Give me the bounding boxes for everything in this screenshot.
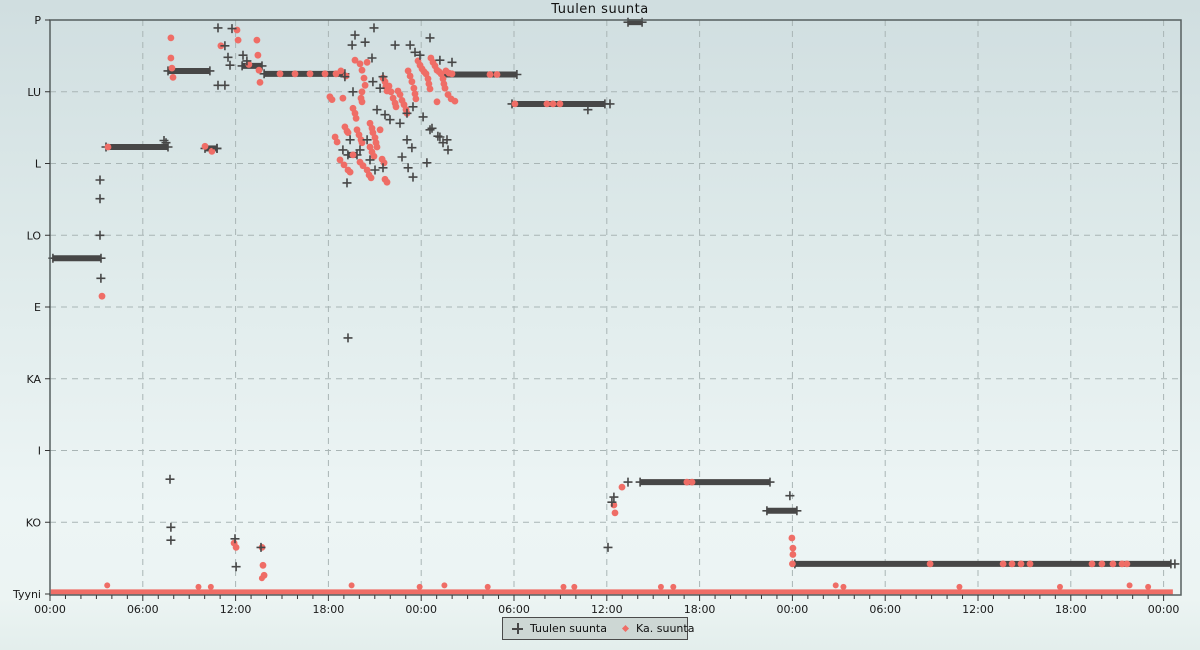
- legend-label: Tuulen suunta: [530, 622, 607, 635]
- y-axis-tick-label: Tyyni: [12, 588, 41, 601]
- x-axis-tick-label: 00:00: [405, 603, 437, 616]
- x-axis-tick-label: 06:00: [127, 603, 159, 616]
- x-axis-tick-label: 00:00: [1148, 603, 1180, 616]
- y-axis-tick-label: LU: [27, 86, 41, 99]
- y-axis-tick-label: E: [34, 301, 41, 314]
- legend-item-ka-suunta: Ka. suunta: [621, 622, 694, 635]
- x-axis-tick-label: 12:00: [962, 603, 994, 616]
- dot-series: [98, 26, 1131, 579]
- x-axis-tick-label: 00:00: [34, 603, 66, 616]
- y-axis-tick-label: I: [38, 445, 41, 458]
- x-axis-tick-label: 18:00: [684, 603, 716, 616]
- x-axis-tick-label: 06:00: [869, 603, 901, 616]
- chart-title: Tuulen suunta: [551, 2, 649, 17]
- plus-marker-icon: [512, 623, 523, 634]
- axis-labels: 00:00 06:00 12:00 18:00 00:00 06:00 12:00 18:00…: [12, 14, 1180, 616]
- chart-legend: Tuulen suunta Ka. suunta: [502, 617, 694, 640]
- calm-band: [50, 575, 1173, 595]
- x-axis-tick-label: 18:00: [313, 603, 345, 616]
- gridlines: [50, 20, 1181, 595]
- y-axis-tick-label: KO: [26, 516, 42, 529]
- x-axis-tick-label: 06:00: [498, 603, 530, 616]
- x-axis-tick-label: 12:00: [591, 603, 623, 616]
- legend-item-tuulen-suunta: Tuulen suunta: [512, 622, 607, 635]
- y-axis-tick-label: KA: [26, 373, 41, 386]
- diamond-marker-icon: [621, 624, 630, 633]
- axis-ticks: [45, 19, 1165, 601]
- y-axis-tick-label: P: [34, 14, 41, 27]
- x-axis-tick-label: 00:00: [777, 603, 809, 616]
- plus-series-points: [95, 23, 1180, 572]
- y-axis-tick-label: L: [35, 158, 42, 171]
- legend-label: Ka. suunta: [635, 622, 695, 635]
- x-axis-tick-label: 18:00: [1055, 603, 1087, 616]
- plus-series-segments: [48, 17, 1176, 569]
- y-axis-tick-label: LO: [27, 229, 42, 242]
- x-axis-tick-label: 12:00: [220, 603, 252, 616]
